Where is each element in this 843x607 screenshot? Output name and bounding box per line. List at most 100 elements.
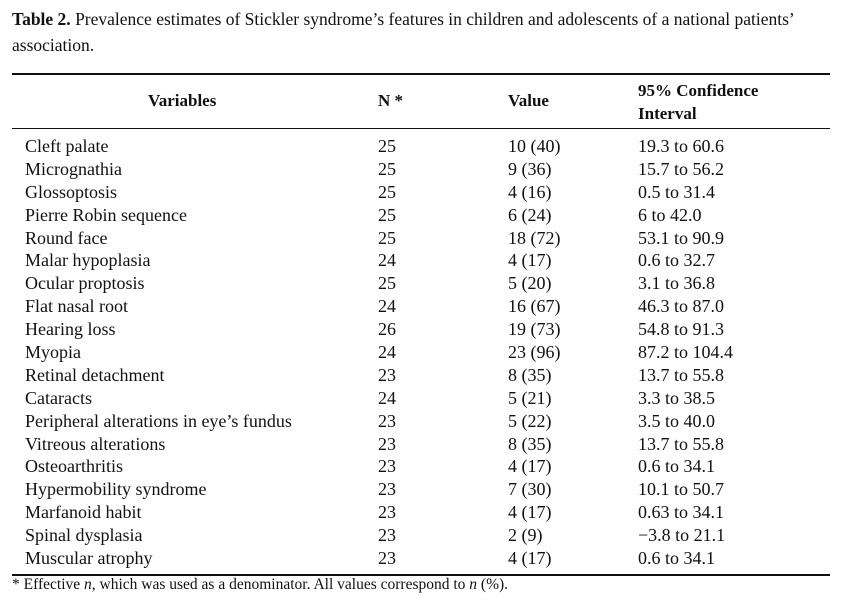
cell-n: 23: [378, 525, 396, 546]
cell-n: 23: [378, 548, 396, 569]
cell-confidence-interval: 19.3 to 60.6: [638, 136, 725, 156]
footnote-end: (%).: [477, 576, 509, 593]
table-row: Cleft palate 25 10 (40) 19.3 to 60.6: [0, 135, 843, 158]
cell-confidence-interval: 0.6 to 34.1: [638, 548, 716, 569]
cell-n: 25: [378, 204, 396, 225]
cell-n: 23: [378, 433, 396, 454]
cell-n: 25: [378, 273, 396, 294]
cell-confidence-interval: 0.5 to 31.4: [638, 181, 716, 202]
cell-value: 10 (40): [508, 136, 561, 156]
cell-confidence-interval: 3.5 to 40.0: [638, 410, 716, 431]
cell-value: 8 (35): [508, 364, 552, 385]
footnote-star: * Effective: [12, 576, 85, 593]
table-row: Flat nasal root 24 16 (67) 46.3 to 87.0: [0, 295, 843, 318]
cell-variable: Hypermobility syndrome: [25, 479, 207, 500]
table-caption: Table 2. Prevalence estimates of Stickle…: [12, 6, 838, 58]
table-row: Ocular proptosis 25 5 (20) 3.1 to 36.8: [0, 272, 843, 295]
cell-value: 4 (17): [508, 250, 552, 271]
table-label: Table 2.: [12, 9, 71, 29]
header-value: Value: [508, 91, 549, 110]
cell-n: 23: [378, 410, 396, 431]
cell-n: 24: [378, 342, 396, 363]
cell-variable: Hearing loss: [25, 319, 116, 340]
cell-value: 4 (17): [508, 502, 552, 523]
cell-variable: Myopia: [25, 342, 81, 363]
cell-n: 25: [378, 158, 396, 179]
cell-variable: Muscular atrophy: [25, 548, 153, 569]
cell-value: 23 (96): [508, 342, 561, 363]
cell-variable: Cataracts: [25, 387, 92, 408]
cell-n: 25: [378, 181, 396, 202]
table-row: Hypermobility syndrome 23 7 (30) 10.1 to 50…: [0, 478, 843, 501]
cell-n: 23: [378, 479, 396, 500]
cell-confidence-interval: 13.7 to 55.8: [638, 364, 725, 385]
cell-confidence-interval: 54.8 to 91.3: [638, 319, 725, 340]
cell-value: 19 (73): [508, 319, 561, 340]
cell-variable: Cleft palate: [25, 136, 109, 156]
cell-n: 25: [378, 136, 396, 156]
table-bottom-rule: [12, 574, 830, 576]
cell-value: 7 (30): [508, 479, 552, 500]
footnote-n-symbol: n: [469, 576, 478, 593]
cell-variable: Flat nasal root: [25, 296, 128, 317]
cell-n: 24: [378, 250, 396, 271]
footnote-n-symbol: n: [84, 576, 92, 593]
cell-value: 16 (67): [508, 296, 561, 317]
cell-variable: Pierre Robin sequence: [25, 204, 187, 225]
table-row: Marfanoid habit 23 4 (17) 0.63 to 34.1: [0, 501, 843, 524]
cell-value: 5 (21): [508, 387, 552, 408]
cell-variable: Glossoptosis: [25, 181, 118, 202]
table-row: Micrognathia 25 9 (36) 15.7 to 56.2: [0, 158, 843, 181]
header-variables: Variables: [148, 91, 217, 110]
cell-value: 18 (72): [508, 227, 561, 248]
cell-variable: Marfanoid habit: [25, 502, 142, 523]
caption-text: Prevalence estimates of Stickler syndrom…: [12, 9, 794, 55]
cell-n: 25: [378, 227, 396, 248]
header-n: N *: [378, 91, 404, 110]
table-row: Osteoarthritis 23 4 (17) 0.6 to 34.1: [0, 455, 843, 478]
table-row: Retinal detachment 23 8 (35) 13.7 to 55.8: [0, 364, 843, 387]
cell-n: 24: [378, 387, 396, 408]
cell-confidence-interval: 0.6 to 32.7: [638, 250, 716, 271]
table-row: Myopia 24 23 (96) 87.2 to 104.4: [0, 341, 843, 364]
table-row: Round face 25 18 (72) 53.1 to 90.9: [0, 227, 843, 250]
table-row: Spinal dysplasia 23 2 (9) −3.8 to 21.1: [0, 524, 843, 547]
cell-confidence-interval: 13.7 to 55.8: [638, 433, 725, 454]
cell-confidence-interval: 10.1 to 50.7: [638, 479, 725, 500]
cell-confidence-interval: 0.63 to 34.1: [638, 502, 725, 523]
cell-n: 23: [378, 502, 396, 523]
cell-confidence-interval: 6 to 42.0: [638, 204, 702, 225]
cell-value: 5 (22): [508, 410, 552, 431]
cell-variable: Vitreous alterations: [25, 433, 166, 454]
cell-variable: Retinal detachment: [25, 364, 165, 385]
table-row: Muscular atrophy 23 4 (17) 0.6 to 34.1: [0, 547, 843, 570]
header-rule: [12, 128, 830, 129]
cell-variable: Peripheral alterations in eye’s fundus: [25, 410, 292, 431]
table-body: Cleft palate 25 10 (40) 19.3 to 60.6 Microgn…: [0, 135, 843, 570]
cell-value: 4 (16): [508, 181, 552, 202]
cell-variable: Ocular proptosis: [25, 273, 145, 294]
cell-confidence-interval: 87.2 to 104.4: [638, 342, 734, 363]
table-row: Malar hypoplasia 24 4 (17) 0.6 to 32.7: [0, 249, 843, 272]
cell-confidence-interval: −3.8 to 21.1: [638, 525, 726, 546]
cell-value: 4 (17): [508, 456, 552, 477]
cell-variable: Osteoarthritis: [25, 456, 123, 477]
cell-value: 2 (9): [508, 525, 543, 546]
table-row: Glossoptosis 25 4 (16) 0.5 to 31.4: [0, 181, 843, 204]
cell-n: 24: [378, 296, 396, 317]
table-row: Peripheral alterations in eye’s fundus 23…: [0, 410, 843, 433]
table-row: Hearing loss 26 19 (73) 54.8 to 91.3: [0, 318, 843, 341]
cell-confidence-interval: 53.1 to 90.9: [638, 227, 725, 248]
table-footnote: * Effective n, which was used as a denom…: [12, 574, 508, 596]
cell-confidence-interval: 15.7 to 56.2: [638, 158, 725, 179]
cell-value: 9 (36): [508, 158, 552, 179]
cell-value: 4 (17): [508, 548, 552, 569]
cell-variable: Spinal dysplasia: [25, 525, 143, 546]
cell-n: 26: [378, 319, 396, 340]
cell-variable: Round face: [25, 227, 108, 248]
cell-value: 8 (35): [508, 433, 552, 454]
table-row: Pierre Robin sequence 25 6 (24) 6 to 42.0: [0, 204, 843, 227]
cell-confidence-interval: 3.1 to 36.8: [638, 273, 716, 294]
cell-value: 6 (24): [508, 204, 552, 225]
cell-variable: Malar hypoplasia: [25, 250, 151, 271]
